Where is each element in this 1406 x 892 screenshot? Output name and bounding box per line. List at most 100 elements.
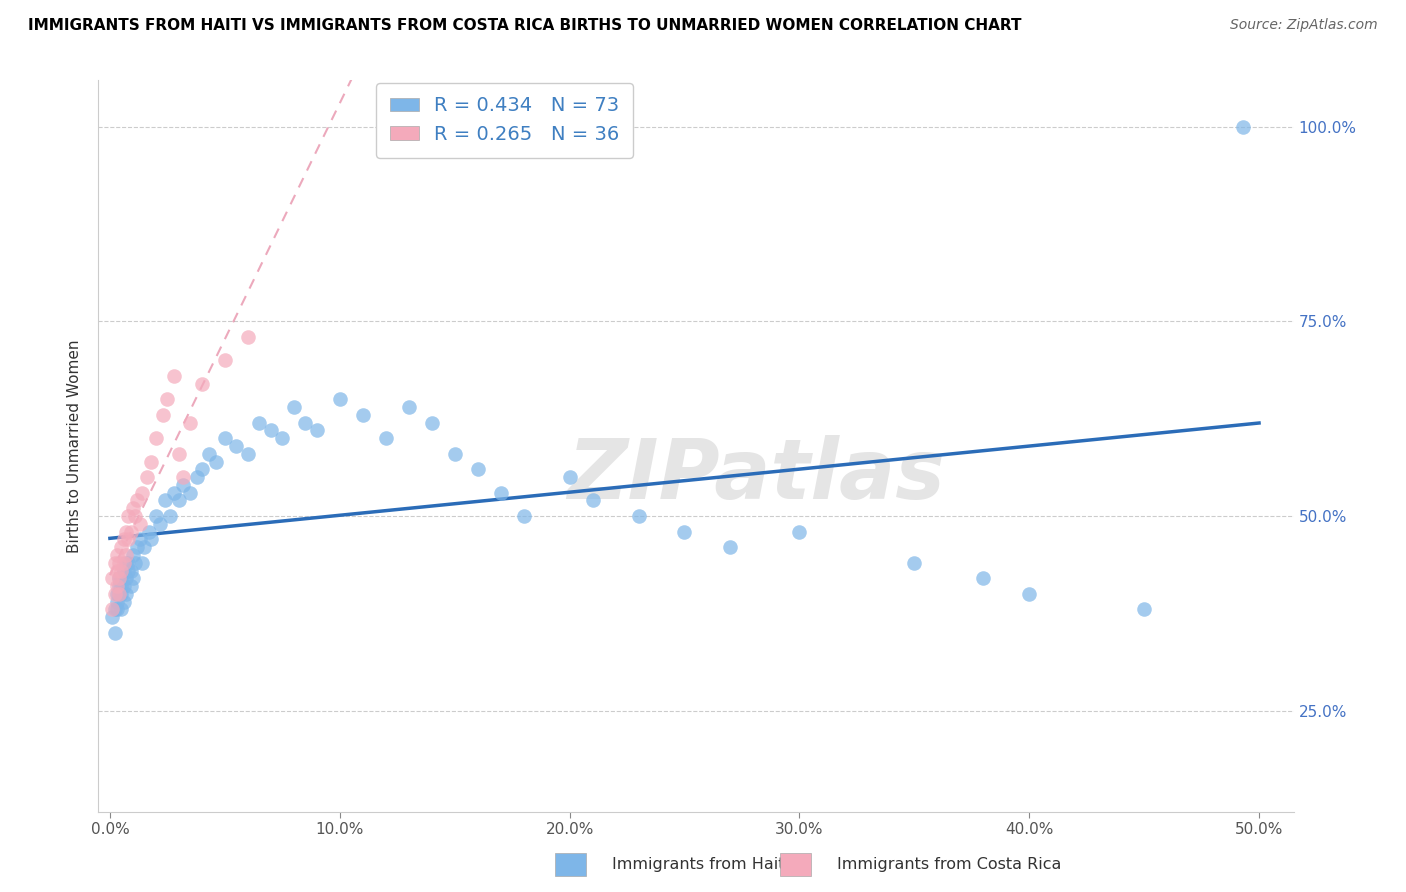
Point bbox=[115, 556, 138, 570]
Text: Immigrants from Haiti: Immigrants from Haiti bbox=[612, 857, 789, 872]
Point bbox=[101, 610, 124, 624]
Point bbox=[204, 454, 226, 468]
Point bbox=[110, 540, 132, 554]
Point bbox=[398, 400, 420, 414]
Point bbox=[105, 594, 128, 608]
Point bbox=[105, 602, 128, 616]
Point bbox=[145, 509, 167, 524]
Point bbox=[122, 571, 145, 585]
Point bbox=[128, 516, 150, 531]
Point bbox=[186, 470, 208, 484]
Point bbox=[135, 470, 157, 484]
Point bbox=[112, 594, 135, 608]
Point bbox=[720, 540, 742, 554]
Point bbox=[191, 462, 214, 476]
Point bbox=[112, 556, 135, 570]
Point bbox=[138, 524, 160, 539]
Point bbox=[103, 556, 125, 570]
Point bbox=[105, 548, 128, 562]
Point bbox=[236, 447, 259, 461]
Point bbox=[789, 524, 811, 539]
Point bbox=[101, 602, 124, 616]
Point bbox=[152, 408, 174, 422]
Point bbox=[120, 524, 142, 539]
Point bbox=[172, 478, 194, 492]
Point bbox=[214, 353, 236, 368]
Point bbox=[467, 462, 489, 476]
Point bbox=[127, 493, 149, 508]
Point bbox=[558, 470, 581, 484]
Point bbox=[1018, 587, 1040, 601]
Point bbox=[117, 556, 139, 570]
Point bbox=[149, 516, 172, 531]
Point bbox=[122, 501, 145, 516]
Point bbox=[131, 556, 153, 570]
Point bbox=[159, 509, 181, 524]
Point bbox=[105, 579, 128, 593]
Point bbox=[110, 579, 132, 593]
Point bbox=[141, 533, 163, 547]
Point bbox=[103, 625, 125, 640]
Point bbox=[120, 564, 142, 578]
Point bbox=[124, 556, 146, 570]
Point bbox=[197, 447, 219, 461]
Point bbox=[127, 540, 149, 554]
Point bbox=[134, 540, 156, 554]
Point bbox=[112, 533, 135, 547]
Point bbox=[512, 509, 534, 524]
Point bbox=[112, 564, 135, 578]
Legend: R = 0.434   N = 73, R = 0.265   N = 36: R = 0.434 N = 73, R = 0.265 N = 36 bbox=[377, 83, 633, 158]
Point bbox=[131, 485, 153, 500]
Point bbox=[271, 431, 294, 445]
Point bbox=[108, 587, 131, 601]
Point bbox=[141, 454, 163, 468]
Point bbox=[101, 571, 124, 585]
Point bbox=[115, 587, 138, 601]
Point bbox=[260, 424, 283, 438]
Point bbox=[581, 493, 603, 508]
Point bbox=[167, 447, 190, 461]
Point bbox=[247, 416, 270, 430]
Point bbox=[329, 392, 352, 407]
Point bbox=[115, 524, 138, 539]
Point bbox=[110, 571, 132, 585]
Point bbox=[352, 408, 374, 422]
Point bbox=[156, 392, 179, 407]
Point bbox=[163, 485, 186, 500]
Point bbox=[117, 533, 139, 547]
Point bbox=[420, 416, 443, 430]
Point bbox=[117, 509, 139, 524]
Point bbox=[225, 439, 247, 453]
Point bbox=[122, 548, 145, 562]
Point bbox=[153, 493, 176, 508]
Point bbox=[105, 564, 128, 578]
Point bbox=[191, 376, 214, 391]
Point bbox=[115, 571, 138, 585]
Point bbox=[103, 602, 125, 616]
Point bbox=[108, 579, 131, 593]
Text: IMMIGRANTS FROM HAITI VS IMMIGRANTS FROM COSTA RICA BIRTHS TO UNMARRIED WOMEN CO: IMMIGRANTS FROM HAITI VS IMMIGRANTS FROM… bbox=[28, 18, 1022, 33]
Point bbox=[163, 368, 186, 383]
Point bbox=[145, 431, 167, 445]
Point bbox=[1133, 602, 1156, 616]
Point bbox=[972, 571, 994, 585]
Point bbox=[110, 602, 132, 616]
Point bbox=[108, 571, 131, 585]
Point bbox=[124, 509, 146, 524]
Point bbox=[305, 424, 328, 438]
Point bbox=[167, 493, 190, 508]
Point bbox=[108, 556, 131, 570]
Point bbox=[120, 579, 142, 593]
Point bbox=[374, 431, 396, 445]
Point bbox=[172, 470, 194, 484]
Point bbox=[489, 485, 512, 500]
Point bbox=[105, 587, 128, 601]
Text: ZIPatlas: ZIPatlas bbox=[567, 434, 945, 516]
Point bbox=[283, 400, 305, 414]
Point bbox=[294, 416, 316, 430]
Point bbox=[443, 447, 465, 461]
Point bbox=[673, 524, 696, 539]
Point bbox=[179, 485, 201, 500]
Point bbox=[1232, 120, 1254, 134]
Point bbox=[110, 587, 132, 601]
